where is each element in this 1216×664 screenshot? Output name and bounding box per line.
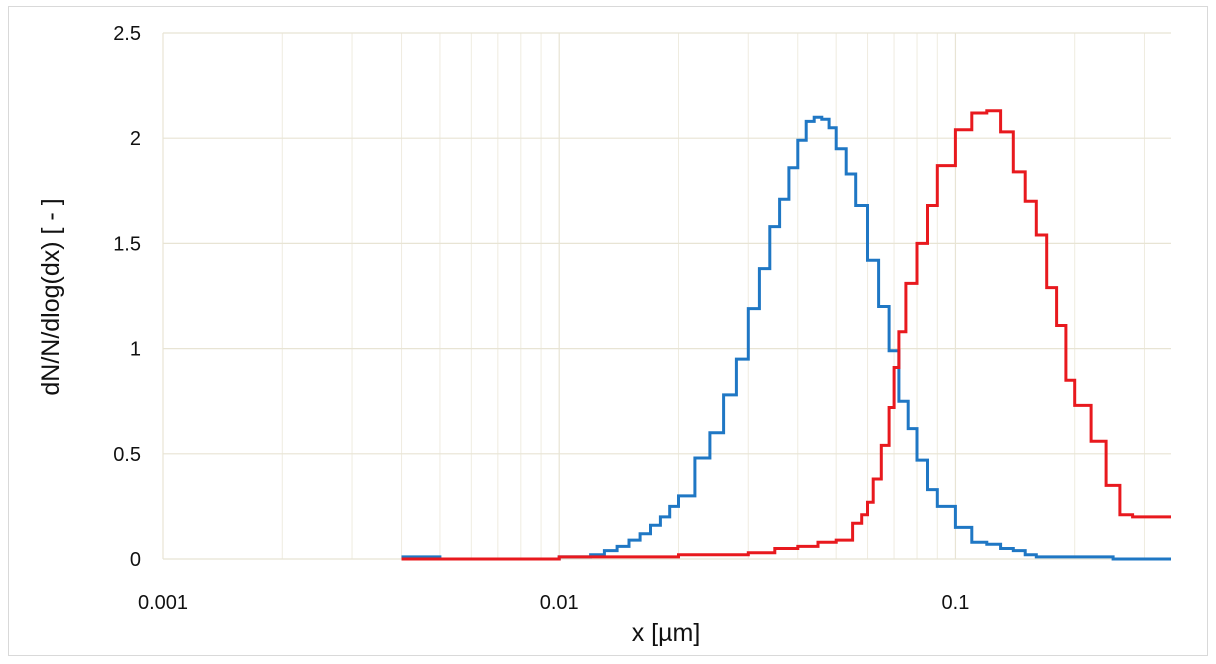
series-line-2 — [401, 109, 1171, 561]
y-tick-label: 0.5 — [113, 444, 141, 466]
x-tick-labels: 0.001 0.01 0.1 — [138, 592, 969, 614]
chart-svg: 0.001 0.01 0.1 0 0.5 1 1.5 2 2.5 x [µm] dN/N/dl… — [37, 23, 1171, 647]
series-layer — [401, 109, 1171, 561]
y-tick-labels: 0 0.5 1 1.5 2 2.5 — [113, 23, 141, 571]
series-line-1 — [401, 115, 1171, 561]
y-tick-label: 2 — [130, 128, 141, 150]
y-tick-label: 1 — [130, 339, 141, 361]
chart-frame: 0.001 0.01 0.1 0 0.5 1 1.5 2 2.5 x [µm] dN/N/dl… — [8, 6, 1208, 656]
x-axis-title: x [µm] — [632, 619, 701, 647]
x-tick-label: 0.001 — [138, 592, 188, 614]
y-axis-title: dN/N/dlog(dx) [ - ] — [37, 198, 65, 395]
y-tick-label: 0 — [130, 549, 141, 571]
y-tick-label: 2.5 — [113, 23, 141, 45]
gridlines — [162, 32, 1171, 560]
x-tick-label: 0.1 — [942, 592, 970, 614]
x-tick-label: 0.01 — [540, 592, 579, 614]
y-tick-label: 1.5 — [113, 233, 141, 255]
